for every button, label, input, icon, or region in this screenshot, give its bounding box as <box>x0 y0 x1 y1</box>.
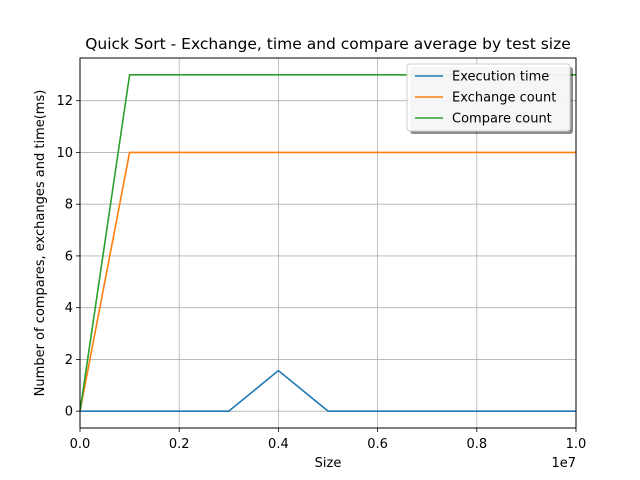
y-tick-label: 12 <box>56 94 73 109</box>
series-line-1 <box>79 151 576 412</box>
legend: Execution time Exchange count Compare coun… <box>406 63 573 134</box>
legend-label: Execution time <box>452 70 549 85</box>
y-tick-label: 2 <box>65 353 73 368</box>
y-tick-label: 8 <box>65 198 73 213</box>
x-tick-label: 0.0 <box>70 437 91 452</box>
x-tick-label: 0.8 <box>466 437 487 452</box>
x-axis-label: Size <box>315 456 342 471</box>
y-axis-ticks: 0 2 4 6 8 10 12 <box>56 94 80 420</box>
chart-title: Quick Sort - Exchange, time and compare … <box>85 35 571 53</box>
legend-label: Compare count <box>452 112 552 127</box>
x-tick-label: 0.6 <box>367 437 388 452</box>
x-axis-ticks: 0.0 0.2 0.4 0.6 0.8 1.0 <box>70 428 587 452</box>
x-tick-label: 0.4 <box>268 437 289 452</box>
legend-label: Exchange count <box>452 91 556 106</box>
x-tick-label: 1.0 <box>566 437 587 452</box>
plot-frame <box>79 57 577 429</box>
y-tick-label: 10 <box>56 146 73 161</box>
y-tick-label: 0 <box>65 405 73 420</box>
y-tick-label: 6 <box>65 249 73 264</box>
series-line-0 <box>80 369 576 412</box>
x-tick-label: 0.2 <box>169 437 190 452</box>
x-axis-offset-label: 1e7 <box>551 456 576 471</box>
legend-box <box>406 63 571 132</box>
y-tick-label: 4 <box>65 301 73 316</box>
y-axis-label: Number of compares, exchanges and time(m… <box>33 90 48 397</box>
